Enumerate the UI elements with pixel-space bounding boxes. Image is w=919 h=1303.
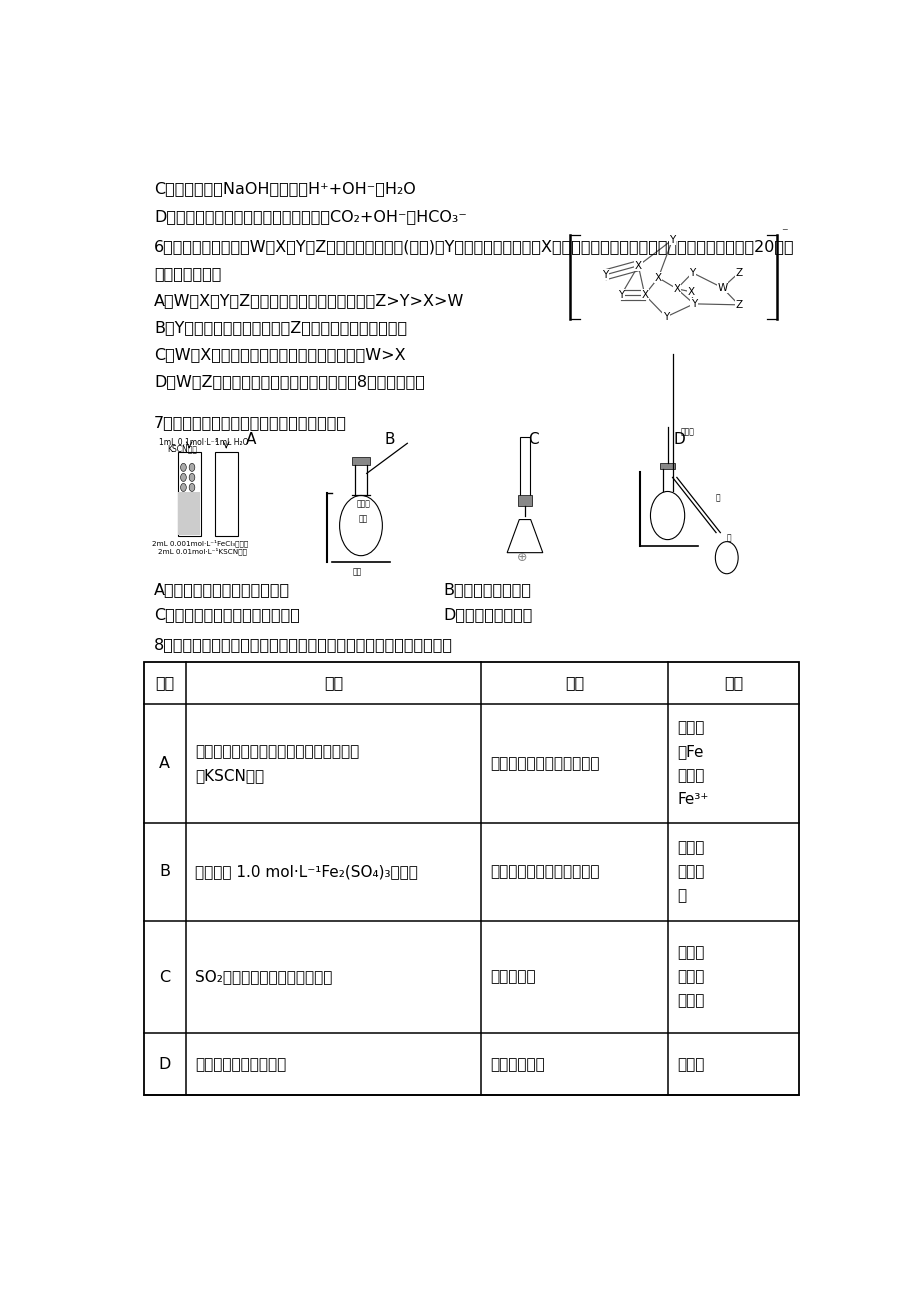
Text: X: X (686, 287, 694, 297)
Text: 结论: 结论 (723, 675, 743, 691)
Text: 水: 水 (726, 533, 731, 542)
Text: Z: Z (734, 300, 742, 310)
Text: A．研究浓度对化学平衡的影响: A．研究浓度对化学平衡的影响 (154, 582, 290, 597)
Text: Y: Y (602, 270, 608, 280)
Text: 金属铁: 金属铁 (676, 840, 704, 855)
Text: ⊕: ⊕ (516, 551, 527, 564)
Text: X: X (634, 261, 641, 271)
Text: 现象: 现象 (564, 675, 584, 691)
Text: 漂白性: 漂白性 (676, 994, 704, 1009)
Text: 1mL 0.1mol·L⁻¹: 1mL 0.1mol·L⁻¹ (159, 438, 218, 447)
Text: B．制备并检验乙烯: B．制备并检验乙烯 (443, 582, 530, 597)
Text: Y: Y (690, 298, 697, 309)
Text: D: D (673, 431, 685, 447)
Text: 有气体生成，溶液呈血红色: 有气体生成，溶液呈血红色 (490, 756, 599, 771)
Text: C．用盐酸溶液滴定氢氧化钠溶液: C．用盐酸溶液滴定氢氧化钠溶液 (154, 607, 300, 623)
Text: C．稀醋酸滴入NaOH溶液中：H⁺+OH⁻＝H₂O: C．稀醋酸滴入NaOH溶液中：H⁺+OH⁻＝H₂O (154, 181, 415, 195)
Text: 2mL 0.01mol·L⁻¹KSCN溶液: 2mL 0.01mol·L⁻¹KSCN溶液 (158, 547, 246, 555)
Text: X: X (641, 289, 648, 300)
Text: 将浓硫酸滴到蔗糖表面: 将浓硫酸滴到蔗糖表面 (195, 1057, 287, 1072)
Text: 7．下列关于实验仪器和操作说法不正确的是: 7．下列关于实验仪器和操作说法不正确的是 (154, 414, 346, 430)
Text: A: A (159, 756, 170, 771)
Text: X: X (673, 284, 680, 293)
Text: C: C (528, 431, 539, 447)
Text: W: W (717, 283, 727, 293)
Text: 温度计: 温度计 (680, 427, 694, 437)
Text: A: A (245, 431, 255, 447)
Polygon shape (506, 520, 542, 552)
Bar (519, 438, 529, 498)
Text: 乙醇: 乙醇 (358, 515, 368, 523)
Circle shape (189, 464, 195, 472)
Text: 水: 水 (715, 493, 720, 502)
Text: 加KSCN溶液: 加KSCN溶液 (195, 767, 265, 783)
Text: 溶液变蓝、有黑色固体出现: 溶液变蓝、有黑色固体出现 (490, 864, 599, 880)
Text: 选项: 选项 (155, 675, 175, 691)
Circle shape (189, 473, 195, 481)
Circle shape (180, 473, 186, 481)
Bar (178, 493, 199, 534)
Text: Y: Y (688, 267, 695, 278)
Text: 将Fe: 将Fe (676, 744, 703, 758)
Text: C: C (159, 969, 170, 985)
Bar (517, 495, 531, 506)
Text: Fe³⁺: Fe³⁺ (676, 792, 709, 807)
Text: D．氢氧化钠溶液中通入足量二氧化碳：CO₂+OH⁻＝HCO₃⁻: D．氢氧化钠溶液中通入足量二氧化碳：CO₂+OH⁻＝HCO₃⁻ (154, 208, 467, 224)
Circle shape (180, 483, 186, 491)
Text: 二氧化: 二氧化 (676, 946, 704, 960)
Text: 2mL 0.001mol·L⁻¹FeCl₃溶液和: 2mL 0.001mol·L⁻¹FeCl₃溶液和 (152, 539, 248, 547)
Text: D．除去溴苯中的苯: D．除去溴苯中的苯 (443, 607, 532, 623)
Text: 6．由同周期元素原子W、X、Y、Z构成的一种阴离子(如图)，Y的最外层电子数等于X的核外电子总数，四种原子最外层电子数之和为20。下: 6．由同周期元素原子W、X、Y、Z构成的一种阴离子(如图)，Y的最外层电子数等于… (154, 240, 794, 254)
Text: 8．下列实验中，对应的现象以及结论都正确且两者具有因果关系的是: 8．下列实验中，对应的现象以及结论都正确且两者具有因果关系的是 (154, 637, 453, 653)
Text: 紫红色褪去: 紫红色褪去 (490, 969, 536, 985)
Text: 氧化为: 氧化为 (676, 767, 704, 783)
Text: C．W和X的最高价氧化物对应水化物的酸性：W>X: C．W和X的最高价氧化物对应水化物的酸性：W>X (154, 348, 405, 362)
Text: Y: Y (618, 289, 624, 300)
Text: 泼: 泼 (676, 889, 686, 903)
Text: ⁻: ⁻ (781, 227, 788, 240)
Circle shape (339, 495, 382, 555)
Text: A．W、X、Y、Z第一电离能由大到小依次是：Z>Y>X>W: A．W、X、Y、Z第一电离能由大到小依次是：Z>Y>X>W (154, 293, 464, 309)
Circle shape (650, 491, 684, 539)
Text: 实验: 实验 (323, 675, 343, 691)
Bar (215, 452, 237, 536)
Text: 1mL H₂O: 1mL H₂O (215, 438, 248, 447)
Text: Y: Y (663, 311, 668, 322)
Text: Z: Z (734, 267, 742, 278)
Text: 温水: 温水 (352, 567, 361, 576)
Text: D: D (158, 1057, 171, 1072)
Bar (143, 662, 799, 1096)
Text: 将铜粉加 1.0 mol·L⁻¹Fe₂(SO₄)₃溶液中: 将铜粉加 1.0 mol·L⁻¹Fe₂(SO₄)₃溶液中 (195, 864, 418, 880)
Circle shape (715, 542, 737, 573)
Text: SO₂通入到酸性高锴酸锃溶液中: SO₂通入到酸性高锴酸锃溶液中 (195, 969, 333, 985)
Text: Y: Y (669, 235, 675, 245)
Bar (352, 457, 369, 465)
Text: X: X (654, 272, 661, 283)
Text: KSCN溶液: KSCN溶液 (167, 444, 197, 453)
Text: B: B (159, 864, 170, 880)
Text: B．Y形成的简单离子的半径比Z形成的简单离子的半径小: B．Y形成的简单离子的半径比Z形成的简单离子的半径小 (154, 321, 407, 335)
Bar (660, 464, 674, 469)
Text: 浓硫酸: 浓硫酸 (357, 499, 370, 508)
Text: 硫具有: 硫具有 (676, 969, 704, 985)
Circle shape (189, 483, 195, 491)
Text: 列说法正确的是: 列说法正确的是 (154, 266, 221, 281)
Text: 将稀硝酸加入过量铁粉中，充分反应后滴: 将稀硝酸加入过量铁粉中，充分反应后滴 (195, 744, 359, 758)
Bar (177, 452, 200, 536)
Text: 比铜活: 比铜活 (676, 864, 704, 880)
Text: 固体变黑膨胀: 固体变黑膨胀 (490, 1057, 545, 1072)
Circle shape (180, 464, 186, 472)
Text: 浓硫酸: 浓硫酸 (676, 1057, 704, 1072)
Text: B: B (384, 431, 394, 447)
Text: D．W、Z形成的化合物分子中各原子均满足8电子稳定结构: D．W、Z形成的化合物分子中各原子均满足8电子稳定结构 (154, 374, 425, 390)
Text: 稀硝酸: 稀硝酸 (676, 719, 704, 735)
